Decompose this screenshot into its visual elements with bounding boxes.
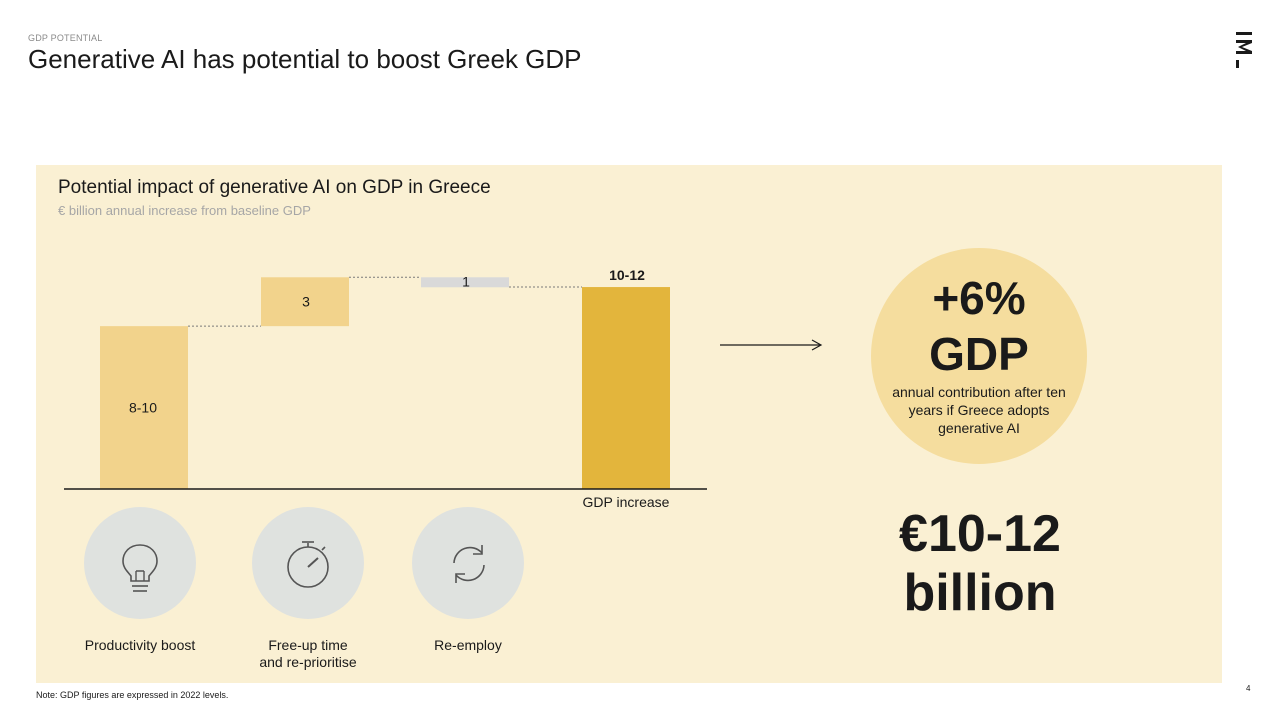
waterfall-bar (421, 277, 509, 288)
driver-label-line: Free-up time (268, 637, 348, 653)
page-title: Generative AI has potential to boost Gre… (28, 44, 582, 74)
page-number: 4 (1246, 684, 1251, 693)
stopwatch-icon-circle (252, 507, 364, 619)
driver-label-re-employ: Re-employ (398, 637, 538, 654)
refresh-icon (453, 545, 485, 583)
gdp-highlight-circle (871, 248, 1087, 464)
lightbulb-icon (122, 544, 158, 592)
stopwatch-icon (287, 541, 329, 588)
driver-label-line: Productivity boost (84, 637, 196, 653)
euro-unit: billion (903, 564, 1057, 622)
bar-value-label: 3 (302, 294, 310, 310)
chart-title: Potential impact of generative AI on GDP… (58, 177, 491, 198)
gdp-metric: GDP (929, 328, 1029, 380)
driver-label-line: and re-prioritise (259, 654, 357, 670)
refresh-icon-circle (412, 507, 524, 619)
driver-label-free-up-time: Free-up time and re-prioritise (238, 637, 378, 671)
section-eyebrow: GDP POTENTIAL (28, 33, 103, 43)
brand-logo (1236, 32, 1252, 68)
chart-subtitle: € billion annual increase from baseline … (58, 203, 311, 218)
bar-value-label: 8-10 (129, 400, 157, 416)
euro-value: €10-12 (899, 505, 1061, 563)
gdp-description: annual contribution after ten years if G… (892, 384, 1066, 436)
bar-value-label: 10-12 (609, 267, 645, 283)
bar-value-label: 1 (462, 273, 470, 289)
waterfall-bar (100, 326, 188, 489)
lightbulb-icon-circle (84, 507, 196, 619)
total-category-label: GDP increase (583, 494, 670, 510)
driver-label-productivity: Productivity boost (70, 637, 210, 654)
arrow-right-icon (720, 339, 823, 351)
footnote: Note: GDP figures are expressed in 2022 … (36, 690, 229, 700)
waterfall-bar (582, 287, 670, 489)
driver-label-line: Re-employ (434, 637, 502, 653)
gdp-percent: +6% (932, 272, 1026, 324)
waterfall-bar (261, 277, 349, 327)
